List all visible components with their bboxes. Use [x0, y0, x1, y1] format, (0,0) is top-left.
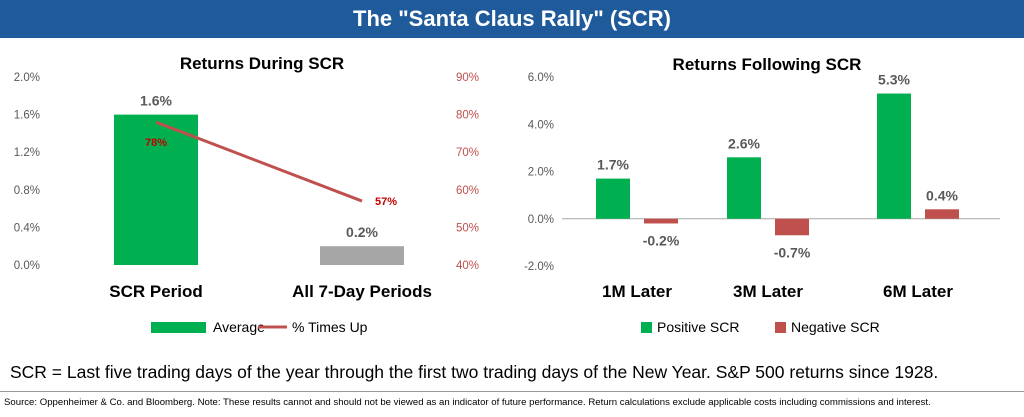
chart-title: Returns Following SCR — [673, 55, 862, 74]
y-tick-label: 0.0% — [528, 214, 554, 226]
page-title: The "Santa Claus Rally" (SCR) — [0, 0, 1024, 38]
line-data-label: 78% — [145, 137, 167, 149]
bar-positive-scr — [727, 157, 761, 219]
bar-negative-scr — [775, 218, 809, 236]
returns-following-scr-chart: Returns Following SCR -2.0% 0.0% 2.0% 4.0% 6.… — [524, 55, 1000, 335]
y2-tick-label: 40% — [456, 260, 479, 272]
y-tick-label: 0.8% — [14, 185, 40, 197]
y-tick-label: 0.4% — [14, 222, 40, 234]
bar-average — [320, 246, 404, 265]
source-note: Source: Oppenheimer & Co. and Bloomberg.… — [4, 397, 931, 408]
y-tick-label: -2.0% — [524, 261, 554, 273]
legend-swatch-positive-scr — [641, 322, 652, 333]
line-times-up — [155, 120, 363, 203]
legend-label: Average — [213, 319, 265, 335]
line-data-label: 57% — [375, 196, 397, 208]
category-label: 3M Later — [733, 282, 803, 301]
y-tick-label: 2.0% — [528, 167, 554, 179]
y2-tick-label: 50% — [456, 222, 479, 234]
legend-swatch-negative-scr — [775, 322, 786, 333]
bar-data-label: -0.7% — [774, 244, 811, 260]
bar-data-label: 2.6% — [728, 135, 760, 151]
legend-swatch-average — [151, 322, 206, 333]
y-tick-label: 1.2% — [14, 147, 40, 159]
bar-negative-scr — [925, 209, 959, 219]
bar-negative-scr — [644, 218, 678, 224]
y-tick-label: 2.0% — [14, 72, 40, 84]
y-tick-label: 0.0% — [14, 260, 40, 272]
category-label: All 7-Day Periods — [292, 282, 432, 301]
legend-label: Negative SCR — [791, 319, 880, 335]
y-tick-label: 1.6% — [14, 110, 40, 122]
y-tick-label: 4.0% — [528, 119, 554, 131]
bar-positive-scr — [877, 93, 911, 219]
bar-data-label: 1.7% — [597, 157, 629, 173]
y2-tick-label: 80% — [456, 110, 479, 122]
returns-during-scr-chart: Returns During SCR 0.0% 0.4% 0.8% 1.2% 1.6% 2.… — [14, 54, 479, 335]
y2-tick-label: 60% — [456, 185, 479, 197]
category-label: 1M Later — [602, 282, 672, 301]
category-label: SCR Period — [109, 282, 203, 301]
chart-title: Returns During SCR — [180, 54, 344, 73]
bar-data-label: -0.2% — [643, 232, 680, 248]
y2-tick-label: 70% — [456, 147, 479, 159]
bar-positive-scr — [596, 178, 630, 219]
bar-data-label: 1.6% — [140, 93, 172, 109]
bar-data-label: 0.4% — [926, 187, 958, 203]
bar-data-label: 5.3% — [878, 72, 910, 88]
y2-tick-label: 90% — [456, 72, 479, 84]
legend-label: Positive SCR — [657, 319, 739, 335]
bar-average — [114, 114, 198, 265]
legend-label: % Times Up — [292, 319, 368, 335]
category-label: 6M Later — [883, 282, 953, 301]
divider — [0, 391, 1024, 392]
y-tick-label: 6.0% — [528, 72, 554, 84]
scr-definition-note: SCR = Last five trading days of the year… — [10, 362, 939, 382]
bar-data-label: 0.2% — [346, 224, 378, 240]
